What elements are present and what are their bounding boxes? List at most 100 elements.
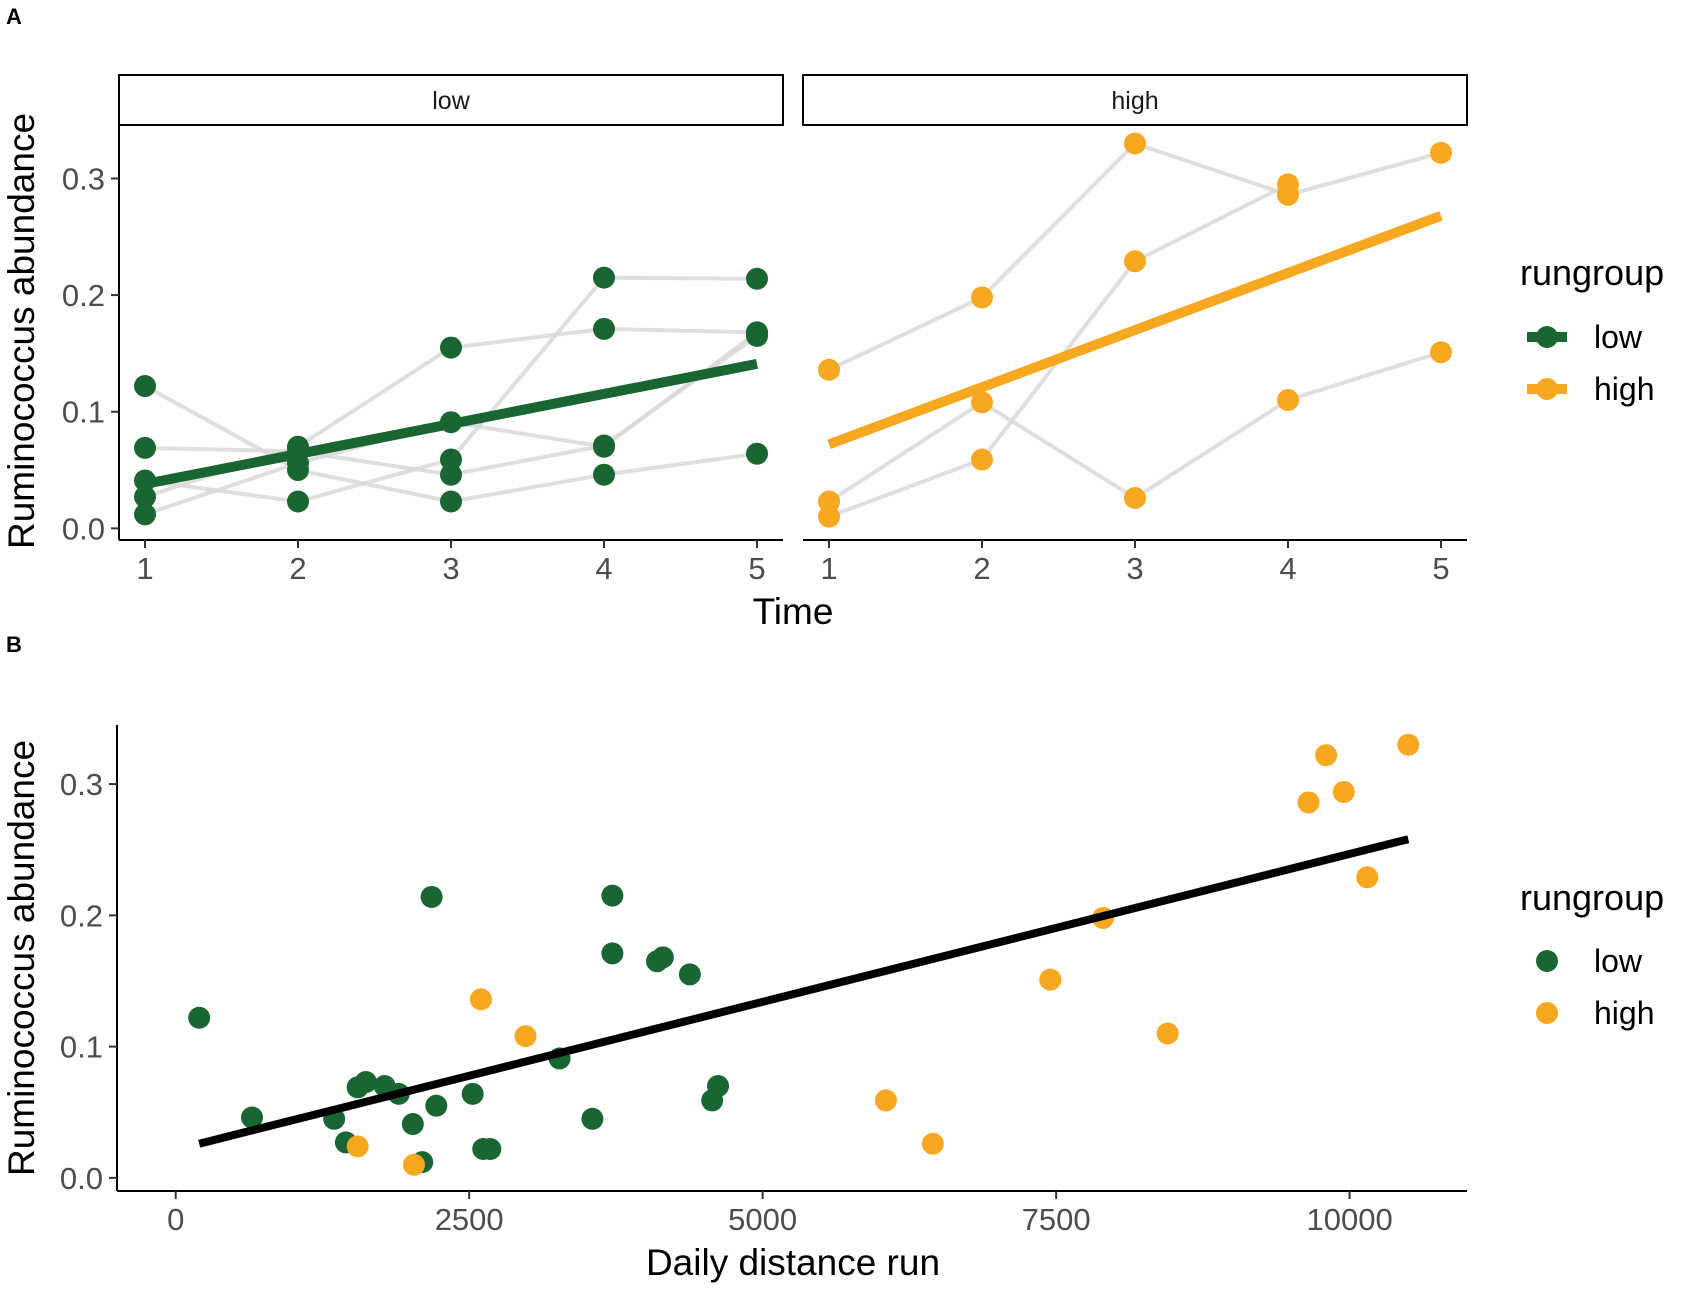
- scatter-point-low: [581, 1107, 604, 1130]
- scatter-point-low: [461, 1082, 484, 1105]
- scatter-point-high: [469, 988, 492, 1011]
- scatter-point-high: [1297, 791, 1320, 814]
- panel-a-x-axis-title: Time: [753, 591, 834, 632]
- panel-b-x-tick-label: 10000: [1306, 1202, 1392, 1237]
- scatter-point-high: [1156, 1022, 1179, 1045]
- data-point-high: [971, 286, 994, 309]
- panel-a-high-x-ticks: 1 2 3 4 5: [820, 540, 1450, 586]
- scatter-point-low: [188, 1006, 211, 1029]
- facet-strip-label-high: high: [1111, 87, 1158, 115]
- data-point-low: [134, 436, 157, 459]
- scatter-point-low: [479, 1137, 502, 1160]
- panel-b-x-axis-title: Daily distance run: [646, 1242, 940, 1283]
- panel-a-legend-label-high: high: [1594, 371, 1655, 407]
- panel-a-low-x-ticks: 1 2 3 4 5: [136, 540, 766, 586]
- data-point-low: [745, 321, 768, 344]
- data-point-high: [1124, 132, 1146, 155]
- panel-a-letter: A: [6, 4, 22, 29]
- panel-a-low-x-tick-label: 4: [595, 551, 612, 586]
- scatter-point-low: [425, 1094, 448, 1117]
- panel-b-legend-key-point-high: [1536, 1002, 1558, 1024]
- scatter-point-low: [401, 1113, 424, 1136]
- scatter-point-low: [420, 885, 443, 908]
- panel-a-legend-label-low: low: [1594, 319, 1643, 355]
- data-point-high: [971, 448, 994, 471]
- panel-a-low-x-tick-label: 1: [136, 551, 153, 586]
- data-point-high: [1276, 389, 1299, 412]
- data-point-low: [134, 469, 157, 492]
- data-point-low: [440, 463, 462, 486]
- panel-a-y-axis-title: Ruminococcus abundance: [1, 113, 42, 549]
- panel-a-low-x-tick-label: 5: [748, 551, 765, 586]
- data-point-low: [287, 435, 310, 458]
- scatter-point-high: [1332, 780, 1355, 803]
- panel-a-y-ticks: 0.0 0.1 0.2 0.3: [62, 161, 119, 546]
- panel-a-high-x-tick-label: 4: [1279, 551, 1296, 586]
- panel-a-low-points: [134, 266, 768, 526]
- scatter-point-low: [678, 963, 701, 986]
- data-point-low: [440, 336, 462, 359]
- scatter-point-low: [241, 1106, 263, 1129]
- data-point-high: [1124, 487, 1146, 510]
- panel-b-legend: rungroup low high: [1520, 877, 1664, 1031]
- data-point-high: [818, 358, 841, 381]
- panel-b-y-tick-label: 0.2: [60, 898, 103, 933]
- panel-a-y-tick-label: 0.2: [62, 278, 105, 313]
- data-point-low: [745, 267, 768, 290]
- data-point-low: [134, 485, 157, 508]
- panel-a-low-x-tick-label: 3: [442, 551, 459, 586]
- data-point-low: [440, 490, 462, 513]
- fit-line-high: [827, 211, 1443, 450]
- data-point-high: [1124, 250, 1146, 273]
- scatter-point-high: [1315, 744, 1338, 767]
- scatter-point-high: [874, 1089, 897, 1112]
- scatter-point-high: [403, 1153, 425, 1176]
- data-point-high: [1429, 141, 1452, 164]
- panel-b-x-tick-label: 7500: [1022, 1202, 1091, 1237]
- data-point-high: [971, 391, 994, 414]
- regression-line: [198, 835, 1410, 1148]
- scatter-point-high: [514, 1025, 537, 1048]
- scatter-point-high: [1039, 968, 1062, 991]
- panel-a-y-tick-label: 0.1: [62, 395, 105, 430]
- panel-a-high-points: [818, 132, 1452, 528]
- panel-b-x-tick-label: 2500: [435, 1202, 504, 1237]
- data-point-low: [134, 375, 157, 398]
- data-point-high: [1429, 341, 1452, 364]
- scatter-point-high: [1356, 866, 1379, 889]
- panel-b-y-tick-label: 0.0: [60, 1161, 103, 1196]
- panel-b-legend-key-point-low: [1536, 950, 1558, 972]
- panel-b-legend-label-low: low: [1594, 943, 1643, 979]
- scatter-point-low: [601, 942, 624, 965]
- data-point-low: [287, 490, 310, 513]
- scatter-point-low: [707, 1074, 730, 1097]
- data-point-high: [818, 505, 841, 528]
- data-point-low: [592, 317, 615, 340]
- data-point-high: [1276, 173, 1299, 196]
- scatter-point-low: [354, 1071, 377, 1094]
- panel-a-legend: rungroup low high: [1520, 252, 1664, 407]
- panel-b-high-points: [346, 733, 1420, 1176]
- panel-b-x-tick-label: 0: [167, 1202, 184, 1237]
- panel-b-x-ticks: 0 2500 5000 7500 10000: [167, 1191, 1393, 1237]
- scatter-point-low: [651, 946, 674, 969]
- panel-a-low-x-tick-label: 2: [289, 551, 306, 586]
- panel-b-legend-label-high: high: [1594, 995, 1655, 1031]
- panel-b-letter: B: [6, 632, 22, 657]
- data-point-low: [745, 442, 768, 465]
- panel-b-fit: [198, 835, 1410, 1148]
- data-point-low: [134, 503, 157, 526]
- facet-strip-high: [802, 74, 1468, 126]
- panel-a-high-x-tick-label: 1: [820, 551, 837, 586]
- panel-b-y-ticks: 0.0 0.1 0.2 0.3: [60, 767, 117, 1196]
- data-point-low: [592, 463, 615, 486]
- panel-b-y-tick-label: 0.1: [60, 1030, 103, 1065]
- panel-a-legend-key-point-low: [1536, 326, 1558, 348]
- panel-a-legend-title: rungroup: [1520, 252, 1664, 293]
- data-point-low: [287, 452, 310, 475]
- data-point-low: [440, 448, 462, 471]
- panel-b-y-tick-label: 0.3: [60, 767, 103, 802]
- panel-b: B 0.0 0.1 0.2 0.3 0 2500 5000 7500 10000 Daily …: [1, 632, 1664, 1283]
